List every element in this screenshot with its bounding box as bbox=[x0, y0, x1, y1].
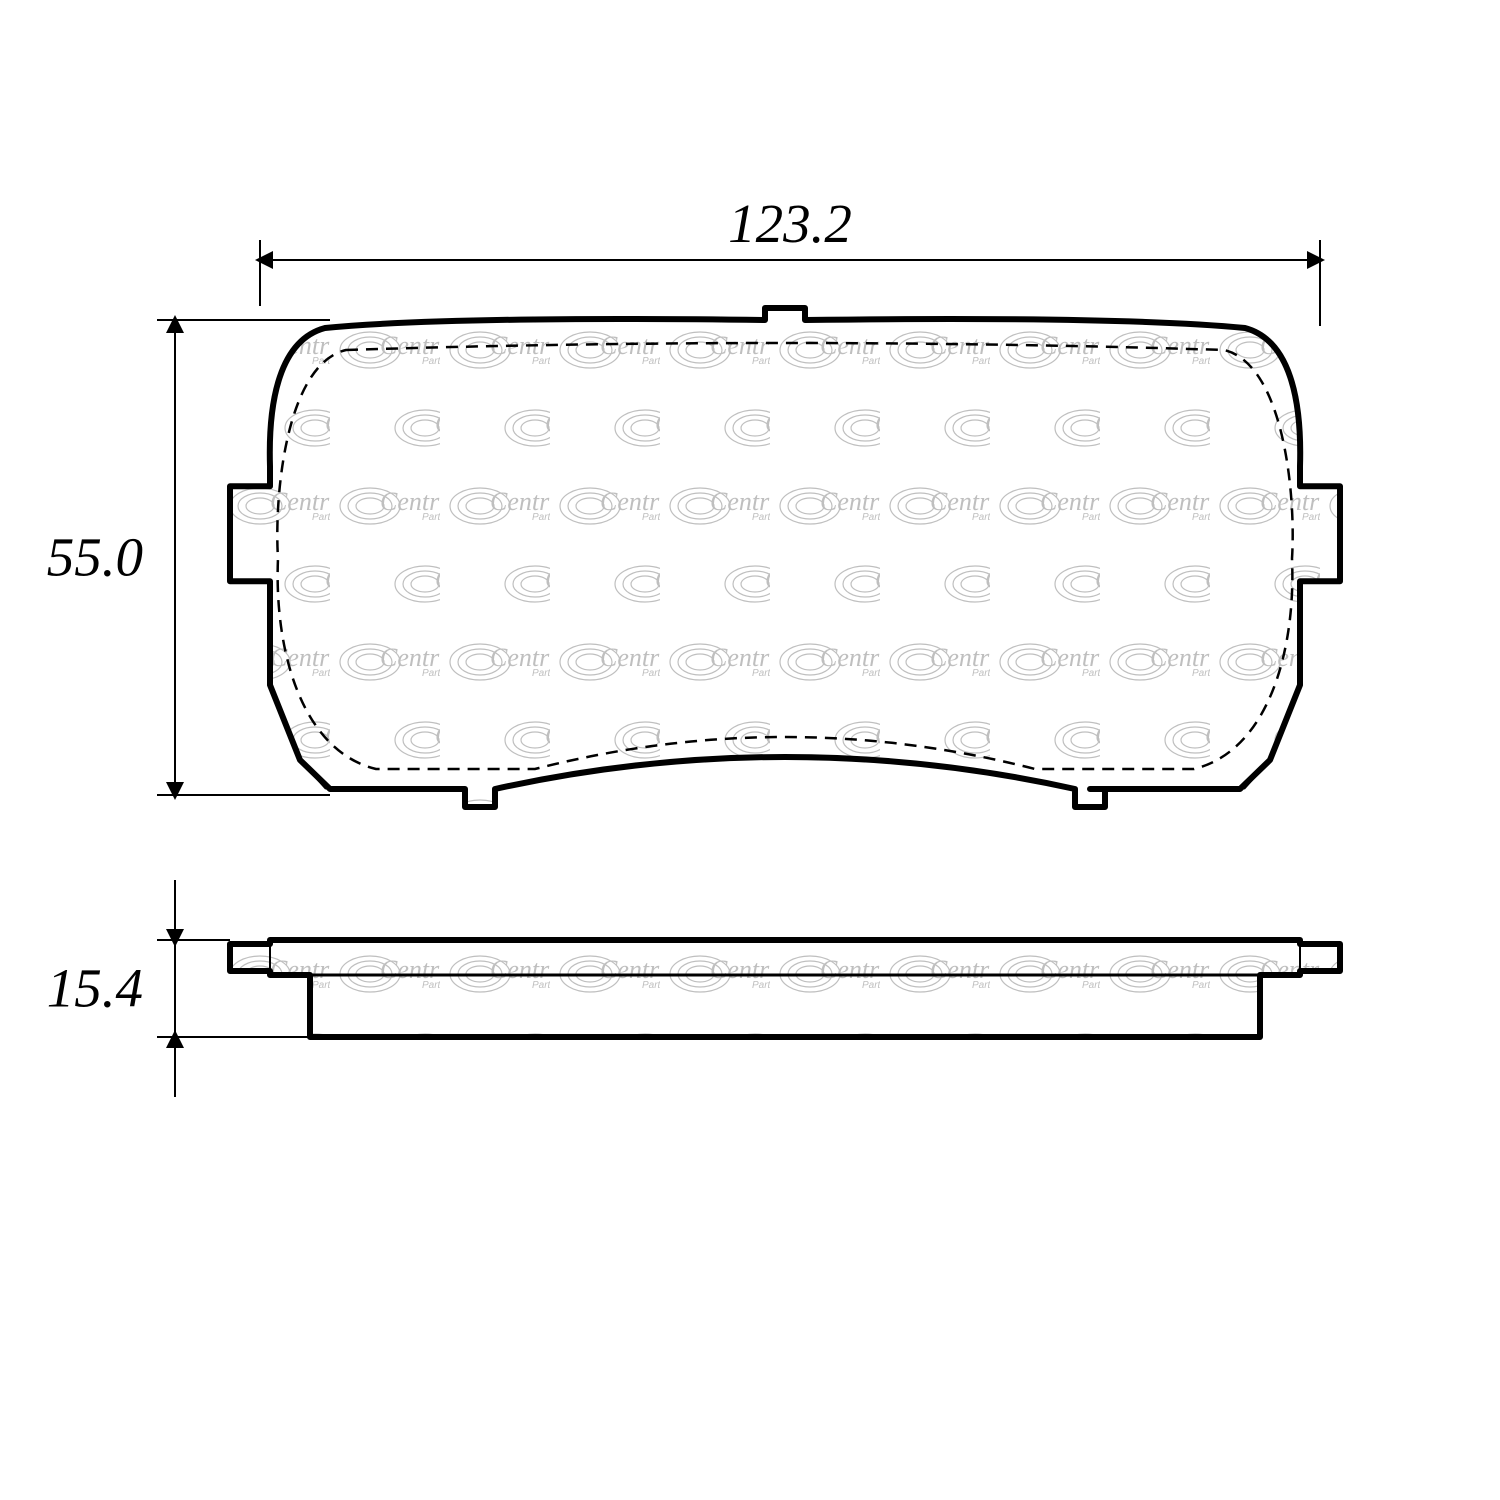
side-pattern-fill bbox=[210, 930, 1360, 1047]
width-dim-label: 123.2 bbox=[728, 193, 852, 254]
height-dim-label: 55.0 bbox=[47, 527, 143, 588]
thickness-dim-label: 15.4 bbox=[47, 958, 143, 1019]
technical-drawing: CentricPartsCentricParts123.255.015.4 bbox=[0, 0, 1500, 1500]
face-pattern-fill bbox=[210, 290, 1360, 825]
